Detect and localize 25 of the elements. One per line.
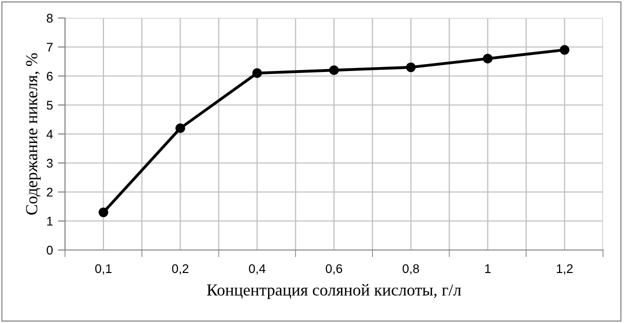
y-axis-title: Содержание никеля, % bbox=[26, 53, 41, 215]
x-tick-label: 1,2 bbox=[556, 264, 573, 275]
x-tick-label: 1 bbox=[485, 264, 491, 273]
y-tick-label: 4 bbox=[46, 130, 53, 139]
x-tick-label: 0,6 bbox=[326, 264, 342, 275]
x-tick-label: 0,4 bbox=[248, 264, 266, 275]
x-axis-title: Концентрация соляной кислоты, г/л bbox=[207, 284, 462, 299]
y-tick-label: 8 bbox=[46, 14, 53, 23]
point bbox=[98, 207, 108, 218]
point bbox=[252, 68, 262, 78]
y-tick-label: 1 bbox=[47, 216, 53, 226]
point bbox=[406, 62, 416, 72]
point bbox=[329, 65, 339, 76]
y-tick-label: 5 bbox=[46, 100, 53, 110]
y-tick-label: 3 bbox=[46, 158, 53, 168]
y-tick-label: 7 bbox=[46, 42, 53, 52]
point bbox=[175, 123, 186, 134]
y-tick-label: 2 bbox=[46, 188, 53, 197]
y-tick-label: 0 bbox=[46, 246, 53, 255]
x-tick-label: 0,8 bbox=[402, 264, 420, 275]
x-tick-label: 0,2 bbox=[172, 264, 188, 275]
point bbox=[482, 54, 493, 64]
point bbox=[560, 45, 570, 55]
y-tick-label: 6 bbox=[46, 72, 53, 81]
x-tick-label: 0,1 bbox=[95, 264, 112, 275]
